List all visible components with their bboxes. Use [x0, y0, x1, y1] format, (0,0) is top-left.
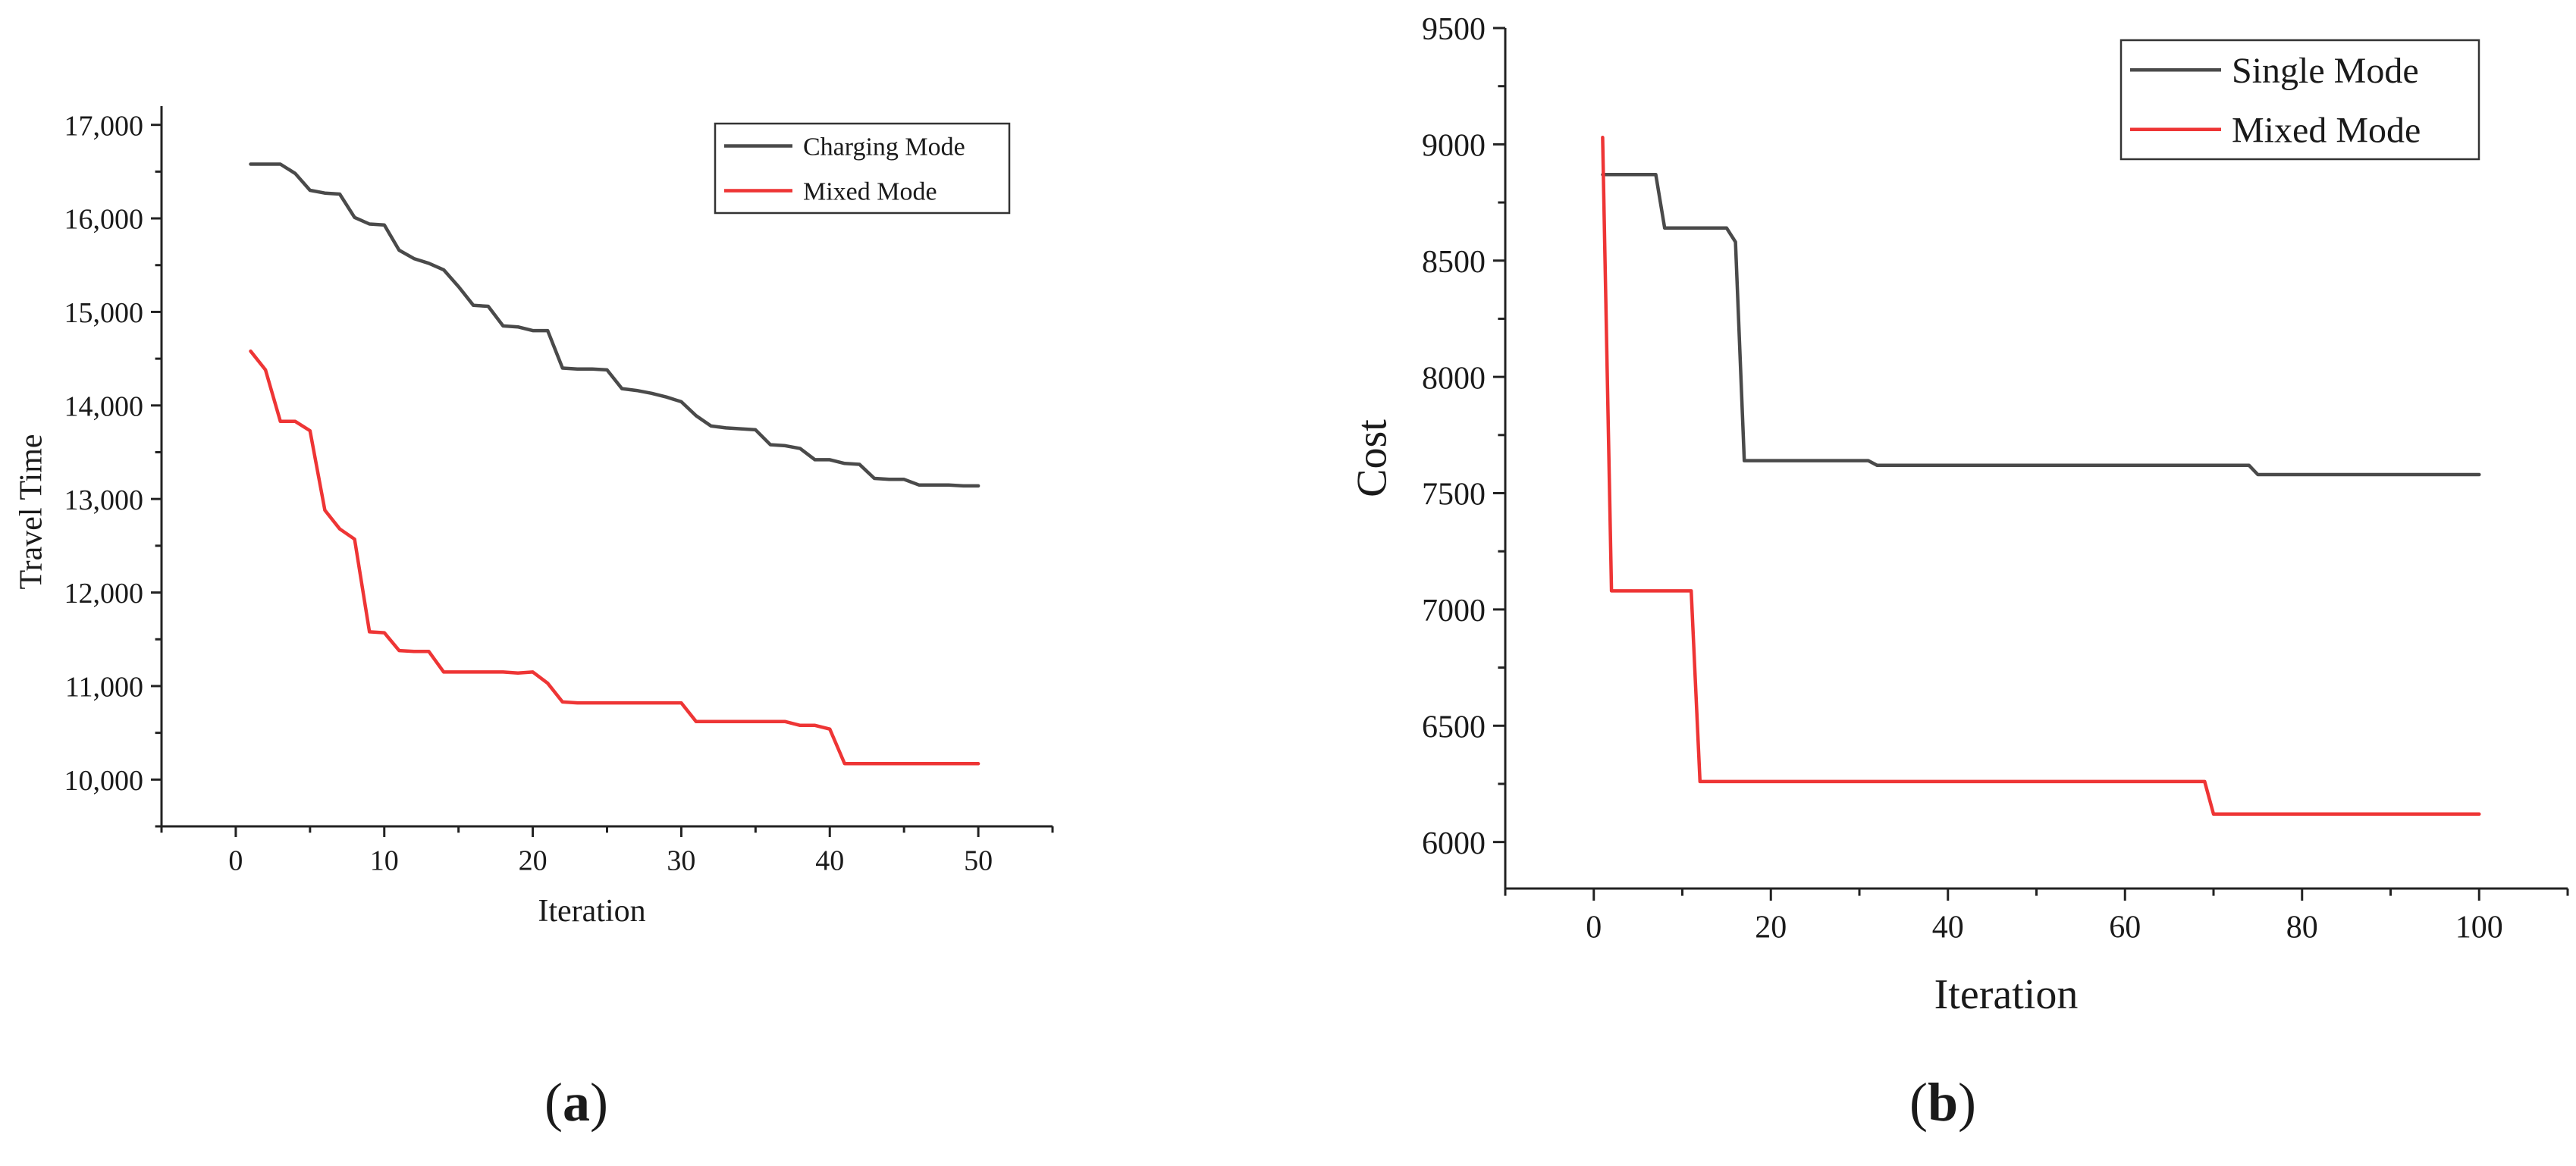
y-tick-label: 6000 — [1422, 826, 1486, 861]
x-tick-label: 20 — [519, 845, 548, 877]
x-tick-label: 10 — [370, 845, 399, 877]
y-tick-label: 11,000 — [65, 672, 143, 704]
y-tick-label: 9000 — [1422, 128, 1486, 163]
y-tick-label: 13,000 — [64, 484, 144, 516]
panel-b-chart: 0 20 40 60 80 100 6000 6500 7000 7500 8000 8500 9000… — [1349, 12, 2569, 1133]
x-tick-label: 30 — [667, 845, 695, 877]
legend: Charging Mode Mixed Mode — [714, 122, 1011, 215]
y-tick-label: 17,000 — [64, 110, 144, 142]
x-tick-label: 0 — [228, 845, 243, 877]
y-tick-label: 16,000 — [64, 204, 144, 236]
series-line-single-mode — [1601, 173, 2481, 477]
y-tick-label: 14,000 — [64, 390, 144, 422]
y-tick-label: 10,000 — [64, 765, 144, 797]
y-axis-label: Travel Time — [14, 434, 49, 589]
y-tick-label: 8000 — [1422, 361, 1486, 396]
x-tick-label: 80 — [2286, 910, 2318, 945]
y-tick-label: 9500 — [1422, 12, 1486, 47]
legend-entry: Single Mode — [2232, 51, 2419, 91]
panel-b-plot-area: 0 20 40 60 80 100 6000 6500 7000 7500 8000 8500 9000… — [1349, 12, 2569, 1018]
legend: Single Mode Mixed Mode — [2119, 39, 2480, 161]
panel-b-label: (b) — [1909, 1072, 1976, 1133]
x-tick-label: 40 — [1932, 910, 1964, 945]
panel-a-label: (a) — [544, 1072, 608, 1133]
legend-box — [2119, 39, 2480, 161]
x-tick-label: 0 — [1586, 910, 1602, 945]
x-tick-label: 60 — [2109, 910, 2141, 945]
y-axis-label: Cost — [1349, 419, 1396, 497]
x-tick-label: 20 — [1755, 910, 1787, 945]
legend-entry: Mixed Mode — [803, 177, 937, 205]
x-tick-label: 50 — [964, 845, 993, 877]
y-tick-label: 12,000 — [64, 578, 144, 610]
x-tick-label: 40 — [815, 845, 844, 877]
series-line-mixed-mode — [1601, 135, 2481, 817]
x-axis-label: Iteration — [538, 894, 645, 929]
x-tick-label: 100 — [2455, 910, 2503, 945]
series-line-mixed-mode — [249, 349, 981, 766]
y-tick-label: 6500 — [1422, 710, 1486, 744]
panel-a-chart: 0 10 20 30 40 50 10,000 11,000 12,000 13,000 14,00… — [14, 106, 1054, 1133]
legend-box — [714, 122, 1011, 215]
legend-entry: Charging Mode — [803, 133, 965, 161]
y-tick-label: 8500 — [1422, 245, 1486, 280]
y-tick-label: 15,000 — [64, 297, 144, 329]
x-axis-label: Iteration — [1934, 971, 2079, 1018]
panel-a-plot-area: 0 10 20 30 40 50 10,000 11,000 12,000 13,000 14,00… — [14, 106, 1054, 929]
y-tick-label: 7000 — [1422, 594, 1486, 628]
series-line-charging-mode — [249, 162, 981, 488]
legend-entry: Mixed Mode — [2232, 111, 2421, 151]
y-tick-label: 7500 — [1422, 478, 1486, 512]
